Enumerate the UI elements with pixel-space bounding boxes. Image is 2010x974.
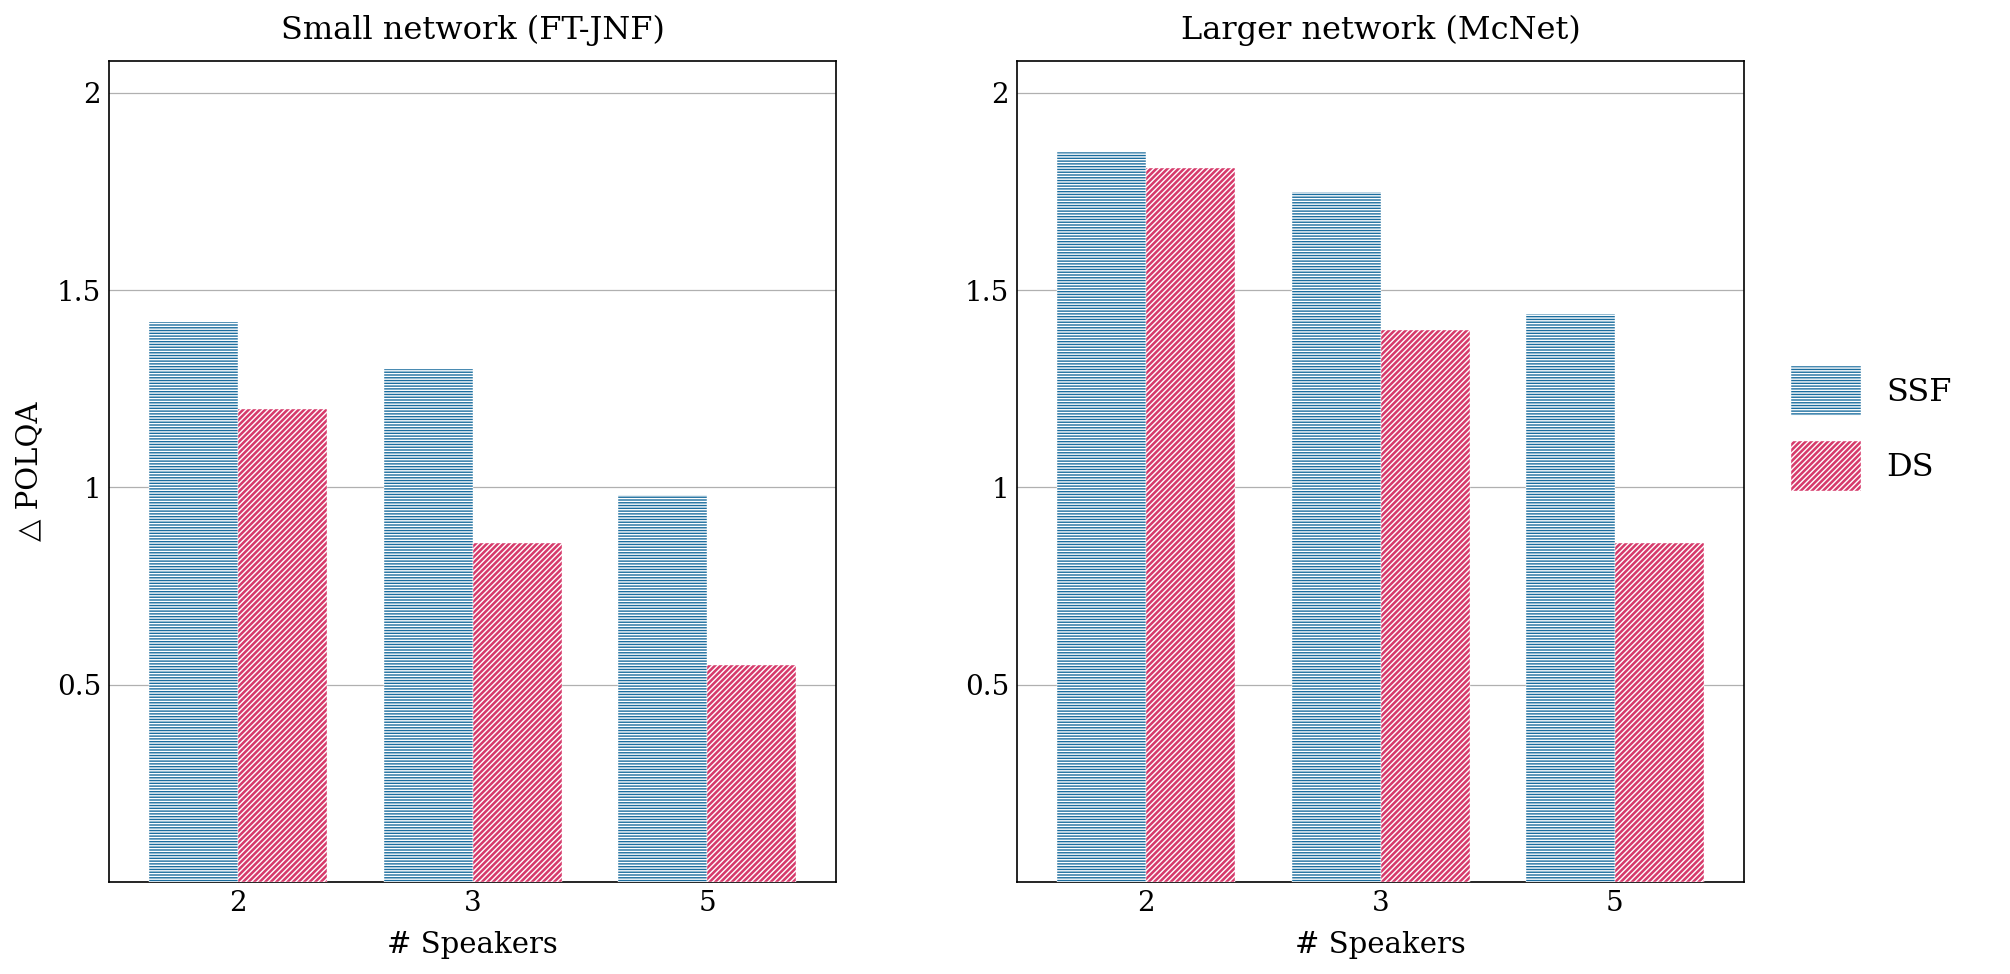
Bar bbox=[1614, 543, 1704, 881]
Bar bbox=[617, 495, 708, 881]
Bar bbox=[1146, 168, 1236, 881]
X-axis label: # Speakers: # Speakers bbox=[388, 931, 559, 959]
Bar bbox=[384, 369, 472, 881]
X-axis label: # Speakers: # Speakers bbox=[1294, 931, 1465, 959]
Title: Small network (FT-JNF): Small network (FT-JNF) bbox=[281, 15, 665, 46]
Bar bbox=[1292, 192, 1381, 881]
Title: Larger network (McNet): Larger network (McNet) bbox=[1180, 15, 1580, 46]
Bar bbox=[1057, 152, 1146, 881]
Bar bbox=[708, 665, 796, 881]
Bar bbox=[1526, 314, 1614, 881]
Bar bbox=[472, 543, 561, 881]
Bar bbox=[239, 408, 328, 881]
Legend: SSF, DS: SSF, DS bbox=[1775, 351, 1968, 506]
Bar bbox=[149, 321, 239, 881]
Bar bbox=[1381, 329, 1469, 881]
Y-axis label: △ POLQA: △ POLQA bbox=[14, 402, 42, 542]
